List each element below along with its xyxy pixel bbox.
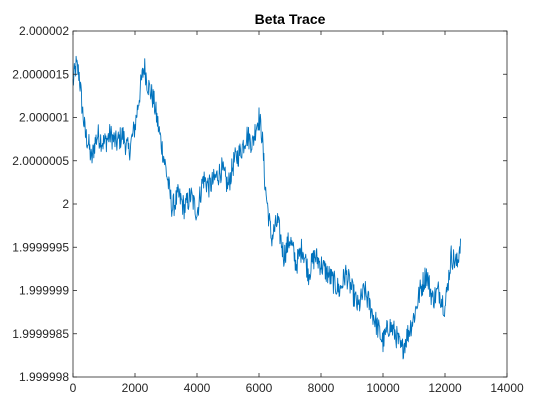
series-line-0	[72, 55, 461, 360]
y-tick-label: 1.9999985	[12, 327, 69, 341]
y-tick-label: 2.000001	[19, 111, 69, 125]
x-tick-label: 6000	[246, 381, 273, 395]
y-tick-label: 2.0000005	[12, 154, 69, 168]
x-tick-label: 4000	[184, 381, 211, 395]
axes-layer: 0 2000 4000 6000 8000 10000 12000 14000 1.999998…	[12, 24, 524, 395]
y-tick-label: 1.999999	[19, 284, 69, 298]
data-layer	[72, 55, 461, 360]
y-tick-label: 1.999998	[19, 370, 69, 384]
x-tick-label: 12000	[428, 381, 462, 395]
chart-title: Beta Trace	[255, 11, 326, 27]
x-tick-label: 0	[70, 381, 77, 395]
y-tick-label: 1.9999995	[12, 240, 69, 254]
plot-area	[73, 31, 507, 377]
y-tick-label: 2.0000015	[12, 67, 69, 81]
y-tick-label: 2	[62, 197, 69, 211]
x-tick-label: 8000	[308, 381, 335, 395]
x-tick-label: 10000	[366, 381, 400, 395]
y-tick-label: 2.000002	[19, 24, 69, 38]
x-tick-label: 14000	[490, 381, 524, 395]
x-tick-label: 2000	[122, 381, 149, 395]
